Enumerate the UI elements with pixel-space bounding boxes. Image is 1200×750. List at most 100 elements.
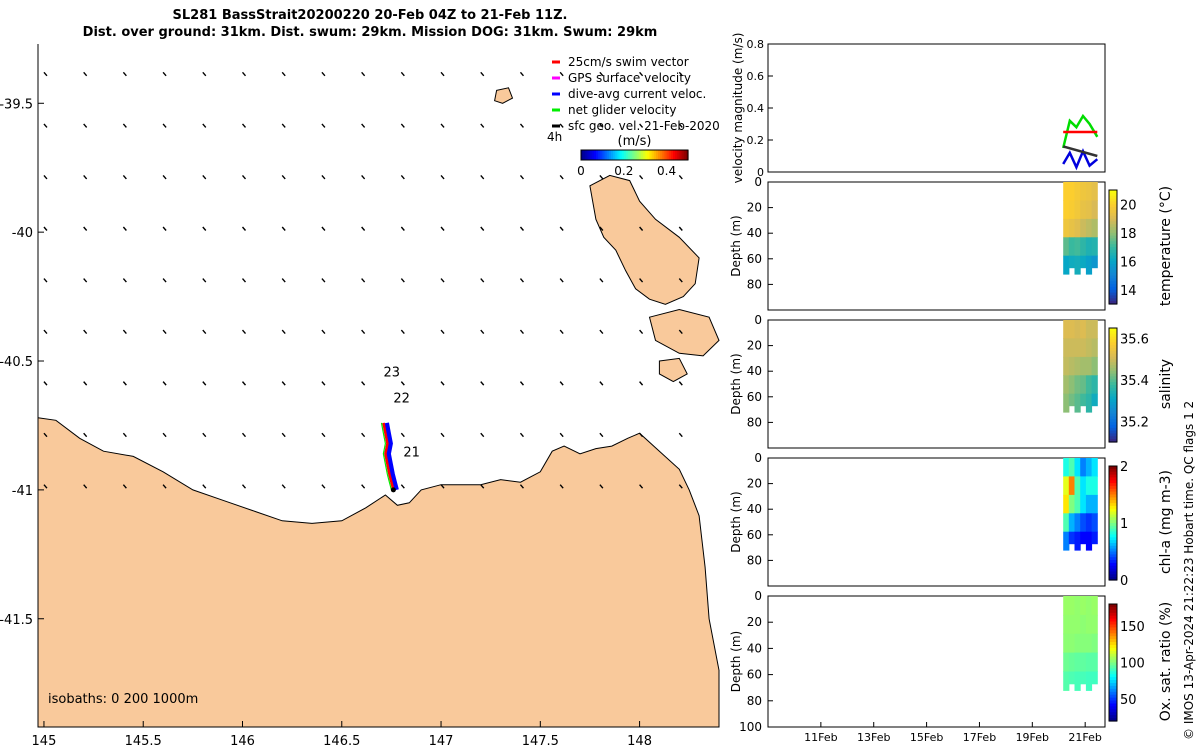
colorbar-segment — [1109, 284, 1117, 288]
colorbar-segment — [617, 150, 621, 160]
current-arrow — [83, 278, 88, 283]
colorbar-segment — [1109, 534, 1117, 538]
colorbar-segment — [1109, 630, 1117, 634]
temperature-cell — [1063, 218, 1070, 238]
current-arrow — [678, 278, 683, 283]
colorbar-segment — [625, 150, 629, 160]
colorbar-segment — [623, 150, 627, 160]
colorbar-segment — [1109, 244, 1117, 248]
current-arrow — [281, 174, 286, 180]
colorbar-segment — [1109, 706, 1117, 710]
velocity-panel — [767, 43, 1106, 173]
salinity-cell — [1063, 375, 1070, 395]
velocity-y-label: velocity magnitude (m/s) — [731, 33, 745, 184]
colorbar-segment — [1109, 353, 1117, 358]
colorbar-segment — [1109, 466, 1117, 470]
current-arrow — [281, 278, 286, 283]
chart-title-line2: Dist. over ground: 31km. Dist. swum: 29k… — [82, 25, 658, 40]
current-arrow — [122, 432, 127, 438]
oxygen-y-tick-label: 80 — [747, 694, 762, 708]
salinity-y-label: Depth (m) — [729, 353, 743, 414]
current-arrow — [202, 123, 207, 128]
oxygen-cell — [1085, 614, 1093, 635]
current-arrow — [599, 71, 604, 77]
current-arrow — [281, 329, 286, 335]
oxygen-cell — [1063, 671, 1070, 691]
colorbar-segment — [630, 150, 633, 160]
colorbar-segment — [1109, 209, 1117, 214]
oxygen-cell — [1091, 614, 1098, 635]
temperature-cell — [1063, 182, 1070, 201]
colorbar-segment — [1109, 258, 1117, 262]
colorbar-segment — [1109, 474, 1117, 479]
colorbar-segment — [1109, 192, 1117, 197]
colorbar-segment — [1109, 703, 1117, 707]
colorbar-segment — [1109, 609, 1117, 614]
salinity-cell — [1068, 356, 1075, 376]
current-arrow — [400, 123, 405, 128]
current-arrow — [480, 123, 485, 128]
temperature-cell — [1074, 182, 1081, 201]
colorbar-segment — [1109, 365, 1117, 369]
current-arrow — [678, 484, 683, 489]
colorbar-segment — [1109, 404, 1117, 409]
current-arrow — [639, 381, 644, 386]
colorbar-segment — [1109, 396, 1117, 400]
time-x-tick-label: 19Feb — [1016, 731, 1049, 744]
current-arrow — [440, 278, 445, 283]
current-arrow — [43, 432, 48, 438]
current-arrow — [400, 484, 405, 489]
chlorophyll-cell — [1080, 476, 1087, 496]
colorbar-segment — [1109, 653, 1117, 658]
colorbar-segment — [1109, 201, 1117, 205]
colorbar-tick-label: 20 — [1120, 198, 1137, 213]
temperature-cell — [1085, 182, 1093, 201]
velocity-series-line — [1062, 148, 1099, 171]
oxygen-cell — [1080, 596, 1087, 616]
salinity-cell — [1074, 338, 1081, 358]
salinity-cell — [1074, 356, 1081, 376]
temperature-y-tick-label: 0 — [754, 175, 762, 189]
chlorophyll-cell — [1068, 531, 1075, 545]
colorbar-segment — [1109, 407, 1117, 412]
colorbar-segment — [1109, 347, 1117, 352]
current-arrow — [639, 278, 644, 283]
colorbar-segment — [1109, 433, 1117, 437]
time-x-tick-label: 21Feb — [1068, 731, 1101, 744]
current-arrow — [202, 174, 207, 180]
colorbar-segment — [587, 150, 591, 160]
colorbar-segment — [1109, 615, 1117, 620]
colorbar-tick-label: 0.4 — [657, 164, 676, 178]
current-arrow — [122, 71, 127, 77]
colorbar-segment — [1109, 330, 1117, 335]
colorbar-segment — [1109, 543, 1117, 547]
colorbar-segment — [1109, 485, 1117, 490]
chlorophyll-cell — [1074, 494, 1081, 514]
current-arrow — [519, 226, 524, 231]
colorbar-segment — [1109, 301, 1117, 305]
colorbar-segment — [668, 150, 672, 160]
colorbar-frame — [1108, 327, 1118, 443]
colorbar-tick-label: 50 — [1120, 693, 1137, 708]
salinity-cell — [1074, 320, 1081, 339]
oxygen-cell — [1063, 596, 1070, 616]
oxygen-cell — [1068, 633, 1075, 654]
colorbar-segment — [1109, 247, 1117, 251]
colorbar-segment — [1109, 410, 1117, 415]
current-arrow — [321, 484, 326, 489]
current-arrow — [599, 329, 604, 335]
kent-group-island — [494, 87, 514, 104]
colorbar-segment — [1109, 528, 1117, 533]
oxygen-cell — [1068, 652, 1075, 672]
colorbar-segment — [1109, 238, 1117, 242]
colorbar-segment — [1109, 471, 1117, 476]
chlorophyll-cell — [1085, 476, 1093, 496]
colorbar-segment — [1109, 531, 1117, 535]
track-day-label: 22 — [393, 391, 410, 406]
chlorophyll-cell — [1063, 476, 1070, 496]
current-arrow — [639, 329, 644, 335]
current-arrow — [639, 71, 644, 77]
oxygen-cell — [1068, 671, 1075, 685]
current-arrow — [599, 484, 604, 489]
